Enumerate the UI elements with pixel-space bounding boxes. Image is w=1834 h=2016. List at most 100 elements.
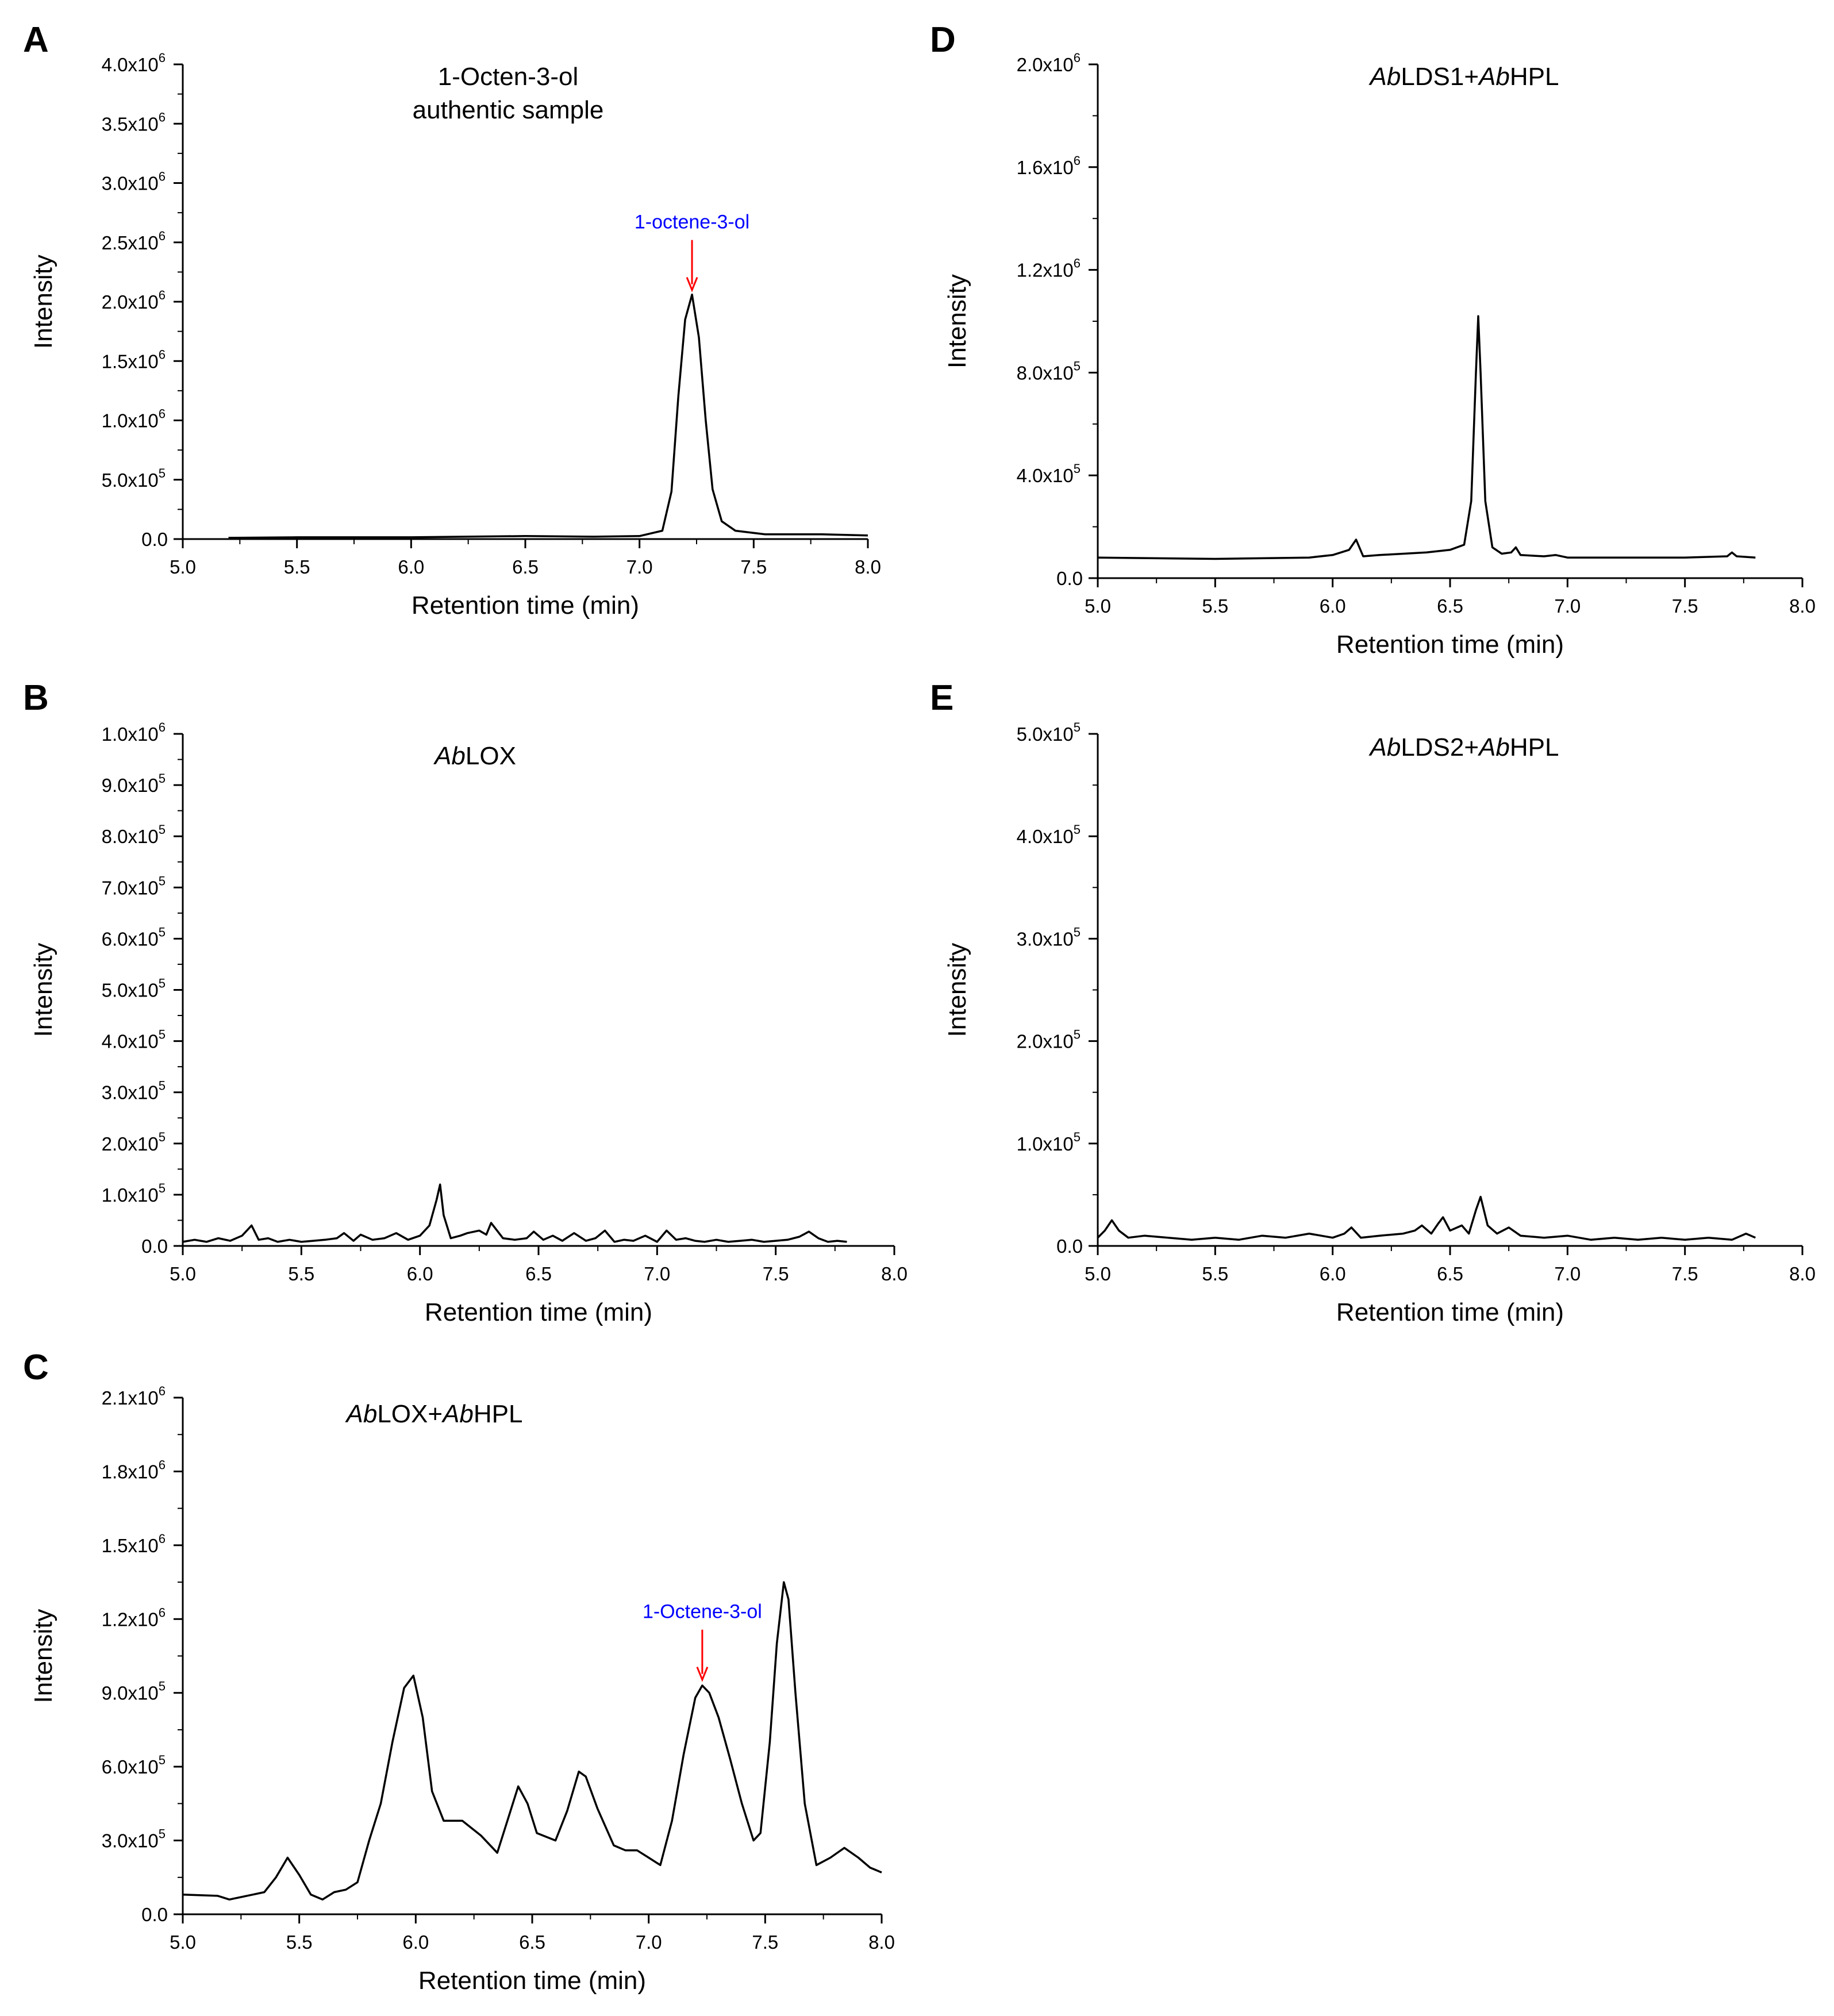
- y-tick-label: 1.0x106: [102, 407, 166, 432]
- panel-title: AbLOX+AbHPL: [345, 1400, 523, 1428]
- y-tick-label: 5.0x105: [1017, 720, 1081, 745]
- x-tick-label: 5.0: [1085, 595, 1111, 617]
- x-tick-label: 7.5: [740, 556, 767, 578]
- x-tick-label: 6.0: [1320, 1263, 1346, 1284]
- x-tick-label: 5.0: [170, 1263, 196, 1284]
- y-axis-label: Intensity: [29, 943, 57, 1037]
- x-tick-label: 7.5: [1672, 595, 1698, 617]
- y-tick-label: 3.0x105: [1017, 925, 1081, 949]
- panel-title: AbLDS1+AbHPL: [1368, 63, 1559, 91]
- panel-label: C: [23, 1348, 49, 1387]
- x-tick-label: 6.5: [519, 1932, 545, 1953]
- x-tick-label: 7.0: [1554, 595, 1581, 617]
- y-tick-label: 6.0x105: [102, 925, 166, 949]
- y-tick-label: 3.5x106: [102, 110, 166, 134]
- x-tick-label: 6.0: [1320, 595, 1346, 617]
- annotation-label: 1-octene-3-ol: [635, 211, 749, 233]
- y-tick-label: 2.0x106: [102, 288, 166, 313]
- y-tick-label: 5.0x105: [102, 976, 166, 1001]
- y-tick-label: 1.8x106: [102, 1457, 166, 1482]
- panel-title: AbLOX: [433, 742, 516, 770]
- y-tick-label: 4.0x106: [102, 51, 166, 75]
- y-tick-label: 7.0x105: [102, 874, 166, 898]
- x-axis-label: Retention time (min): [425, 1298, 652, 1326]
- y-tick-label: 2.1x106: [102, 1384, 166, 1409]
- y-tick-label: 8.0x105: [1017, 359, 1081, 383]
- y-tick-label: 3.0x106: [102, 170, 166, 194]
- y-axis-label: Intensity: [29, 255, 57, 349]
- x-tick-label: 7.5: [763, 1263, 789, 1284]
- y-tick-label: 4.0x105: [1017, 822, 1081, 847]
- y-tick-label: 2.5x106: [102, 229, 166, 253]
- y-tick-label: 1.0x105: [1017, 1130, 1081, 1155]
- x-axis-label: Retention time (min): [1336, 630, 1564, 659]
- y-axis-label: Intensity: [29, 1609, 57, 1703]
- y-tick-label: 0.0: [1056, 568, 1083, 589]
- y-tick-label: 1.5x106: [102, 1532, 166, 1556]
- panel-b: B 5.0 5.5 6.0 6.5 7.0 7.5 8.0 0.0 1.0x105 2.0x105 3…: [23, 678, 908, 1326]
- x-axis-label: Retention time (min): [412, 591, 639, 620]
- x-axis-label: Retention time (min): [418, 1967, 646, 1995]
- y-tick-label: 2.0x106: [1017, 51, 1081, 75]
- panel-title: authentic sample: [413, 96, 604, 124]
- x-tick-label: 6.0: [407, 1263, 433, 1284]
- panel-d: D 5.0 5.5 6.0 6.5 7.0 7.5 8.0 0.0 4.0x105 8.0x105 1…: [930, 20, 1816, 659]
- x-tick-label: 6.5: [1437, 595, 1463, 617]
- panel-label: D: [930, 20, 956, 60]
- annotation-arrow-head: [696, 1667, 709, 1682]
- panel-label: E: [930, 678, 953, 718]
- y-tick-label: 0.0: [1056, 1236, 1083, 1257]
- y-tick-label: 1.5x106: [102, 347, 166, 372]
- y-tick-label: 9.0x105: [102, 1679, 166, 1704]
- x-tick-label: 5.0: [1085, 1263, 1111, 1284]
- x-tick-label: 6.0: [398, 556, 424, 578]
- x-tick-label: 5.5: [284, 556, 310, 578]
- series-line: [1097, 1195, 1756, 1241]
- x-tick-label: 5.5: [1202, 1263, 1228, 1284]
- panel-e: E 5.0 5.5 6.0 6.5 7.0 7.5 8.0 0.0 1.0x105 2.0x105 3…: [930, 678, 1816, 1326]
- x-tick-label: 8.0: [1789, 1263, 1816, 1284]
- x-tick-label: 5.0: [170, 556, 196, 578]
- panels-layer: A 5.0 5.5 6.0 6.5 7.0 7.5 8.0 0.0 5.0x105 1.0x106 1…: [23, 20, 1816, 1995]
- x-tick-label: 7.0: [1554, 1263, 1581, 1284]
- y-tick-label: 1.6x106: [1017, 153, 1081, 178]
- x-tick-label: 5.0: [170, 1932, 196, 1953]
- x-tick-label: 7.0: [626, 556, 653, 578]
- y-tick-label: 2.0x105: [102, 1130, 166, 1155]
- panel-title: 1-Octen-3-ol: [438, 63, 579, 91]
- x-tick-label: 5.5: [288, 1263, 314, 1284]
- x-tick-label: 7.5: [1672, 1263, 1698, 1284]
- annotation-label: 1-Octene-3-ol: [643, 1601, 762, 1623]
- x-tick-label: 7.0: [636, 1932, 662, 1953]
- panel-a: A 5.0 5.5 6.0 6.5 7.0 7.5 8.0 0.0 5.0x105 1.0x106 1…: [23, 20, 881, 620]
- peak-annotation: 1-Octene-3-ol: [643, 1601, 762, 1682]
- y-tick-label: 4.0x105: [1017, 461, 1081, 486]
- panel-label: B: [23, 678, 49, 718]
- panel-label: A: [23, 20, 49, 60]
- series-line: [228, 293, 868, 539]
- x-tick-label: 8.0: [881, 1263, 908, 1284]
- y-tick-label: 1.0x106: [102, 720, 166, 745]
- x-tick-label: 6.5: [512, 556, 539, 578]
- y-tick-label: 1.0x105: [102, 1181, 166, 1206]
- x-tick-label: 6.5: [1437, 1263, 1463, 1284]
- x-tick-label: 5.5: [286, 1932, 313, 1953]
- y-axis-label: Intensity: [943, 274, 971, 368]
- x-tick-label: 7.5: [752, 1932, 778, 1953]
- series-line: [182, 1581, 882, 1901]
- x-tick-label: 8.0: [855, 556, 881, 578]
- y-tick-label: 4.0x105: [102, 1028, 166, 1052]
- y-tick-label: 9.0x105: [102, 771, 166, 796]
- panel-title: AbLDS2+AbHPL: [1368, 733, 1559, 761]
- x-axis-label: Retention time (min): [1336, 1298, 1564, 1326]
- y-tick-label: 6.0x105: [102, 1753, 166, 1778]
- y-tick-label: 3.0x105: [102, 1827, 166, 1852]
- y-tick-label: 1.2x106: [1017, 256, 1081, 281]
- y-tick-label: 0.0: [141, 1904, 168, 1925]
- y-tick-label: 1.2x106: [102, 1605, 166, 1630]
- series-line: [182, 1183, 847, 1243]
- y-tick-label: 5.0x105: [102, 466, 166, 491]
- x-tick-label: 5.5: [1202, 595, 1228, 617]
- peak-annotation: 1-octene-3-ol: [635, 211, 749, 293]
